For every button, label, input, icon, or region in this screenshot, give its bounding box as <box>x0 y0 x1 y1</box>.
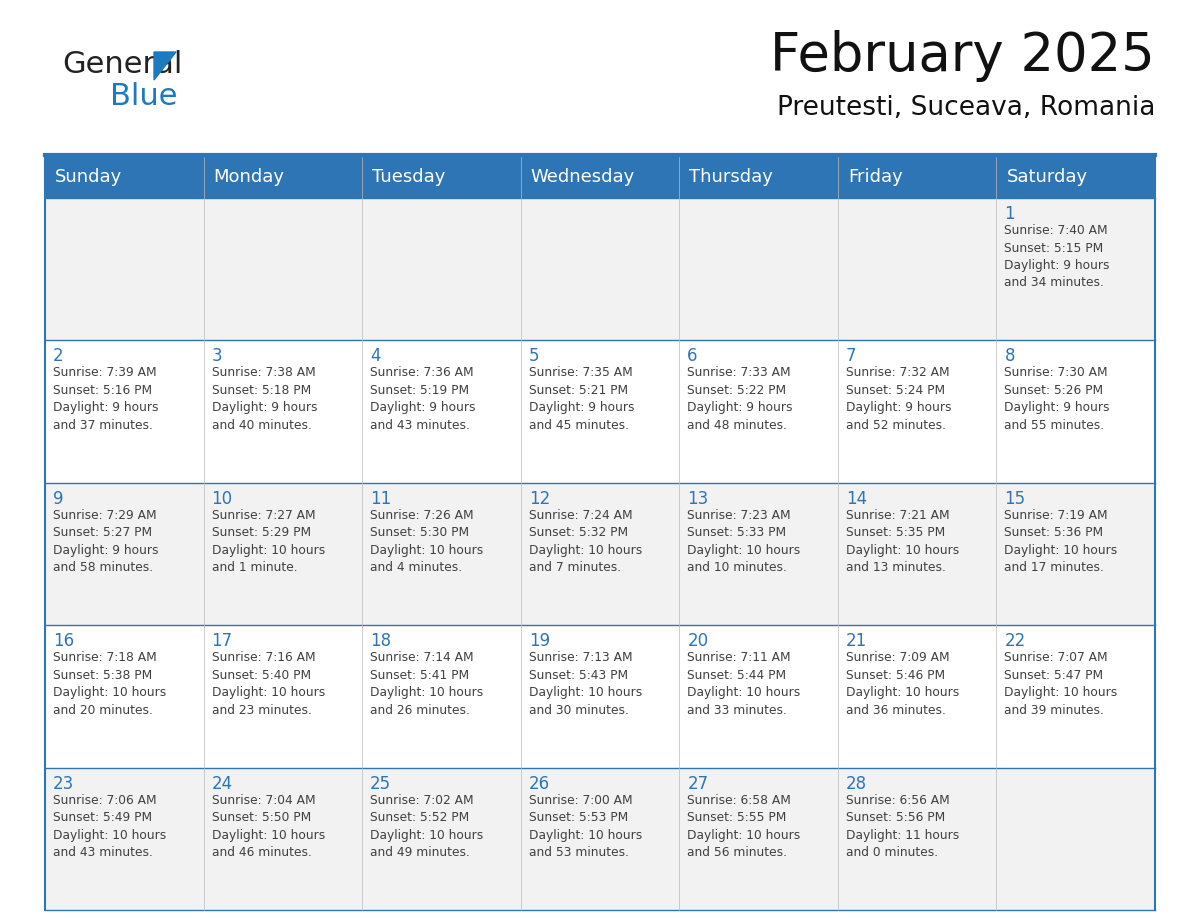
Text: Preutesti, Suceava, Romania: Preutesti, Suceava, Romania <box>777 95 1155 121</box>
Text: Sunrise: 7:18 AM
Sunset: 5:38 PM
Daylight: 10 hours
and 20 minutes.: Sunrise: 7:18 AM Sunset: 5:38 PM Dayligh… <box>53 651 166 717</box>
Bar <box>45 156 1155 198</box>
Text: Sunrise: 7:04 AM
Sunset: 5:50 PM
Daylight: 10 hours
and 46 minutes.: Sunrise: 7:04 AM Sunset: 5:50 PM Dayligh… <box>211 793 324 859</box>
Text: 13: 13 <box>688 490 708 508</box>
Text: 17: 17 <box>211 633 233 650</box>
Text: Sunrise: 7:21 AM
Sunset: 5:35 PM
Daylight: 10 hours
and 13 minutes.: Sunrise: 7:21 AM Sunset: 5:35 PM Dayligh… <box>846 509 959 575</box>
Text: 27: 27 <box>688 775 708 792</box>
Polygon shape <box>154 52 176 80</box>
Text: Sunrise: 7:29 AM
Sunset: 5:27 PM
Daylight: 9 hours
and 58 minutes.: Sunrise: 7:29 AM Sunset: 5:27 PM Dayligh… <box>53 509 158 575</box>
Text: Sunrise: 7:06 AM
Sunset: 5:49 PM
Daylight: 10 hours
and 43 minutes.: Sunrise: 7:06 AM Sunset: 5:49 PM Dayligh… <box>53 793 166 859</box>
Text: 18: 18 <box>371 633 391 650</box>
Text: 3: 3 <box>211 347 222 365</box>
Text: 22: 22 <box>1004 633 1025 650</box>
Text: Sunrise: 7:40 AM
Sunset: 5:15 PM
Daylight: 9 hours
and 34 minutes.: Sunrise: 7:40 AM Sunset: 5:15 PM Dayligh… <box>1004 224 1110 289</box>
Text: Sunrise: 7:32 AM
Sunset: 5:24 PM
Daylight: 9 hours
and 52 minutes.: Sunrise: 7:32 AM Sunset: 5:24 PM Dayligh… <box>846 366 952 431</box>
Bar <box>45 198 1155 341</box>
Text: 4: 4 <box>371 347 380 365</box>
Text: Saturday: Saturday <box>1006 168 1087 186</box>
Text: 14: 14 <box>846 490 867 508</box>
Text: 15: 15 <box>1004 490 1025 508</box>
Text: Sunrise: 7:00 AM
Sunset: 5:53 PM
Daylight: 10 hours
and 53 minutes.: Sunrise: 7:00 AM Sunset: 5:53 PM Dayligh… <box>529 793 642 859</box>
Text: 5: 5 <box>529 347 539 365</box>
Text: 2: 2 <box>53 347 64 365</box>
Text: Sunrise: 7:26 AM
Sunset: 5:30 PM
Daylight: 10 hours
and 4 minutes.: Sunrise: 7:26 AM Sunset: 5:30 PM Dayligh… <box>371 509 484 575</box>
Text: 16: 16 <box>53 633 74 650</box>
Text: Sunday: Sunday <box>55 168 122 186</box>
Text: Sunrise: 7:19 AM
Sunset: 5:36 PM
Daylight: 10 hours
and 17 minutes.: Sunrise: 7:19 AM Sunset: 5:36 PM Dayligh… <box>1004 509 1118 575</box>
Text: Sunrise: 7:07 AM
Sunset: 5:47 PM
Daylight: 10 hours
and 39 minutes.: Sunrise: 7:07 AM Sunset: 5:47 PM Dayligh… <box>1004 651 1118 717</box>
Text: General: General <box>62 50 183 79</box>
Text: 25: 25 <box>371 775 391 792</box>
Text: Sunrise: 6:56 AM
Sunset: 5:56 PM
Daylight: 11 hours
and 0 minutes.: Sunrise: 6:56 AM Sunset: 5:56 PM Dayligh… <box>846 793 959 859</box>
Text: 8: 8 <box>1004 347 1015 365</box>
Text: Sunrise: 7:36 AM
Sunset: 5:19 PM
Daylight: 9 hours
and 43 minutes.: Sunrise: 7:36 AM Sunset: 5:19 PM Dayligh… <box>371 366 475 431</box>
Text: 19: 19 <box>529 633 550 650</box>
Text: Sunrise: 7:33 AM
Sunset: 5:22 PM
Daylight: 9 hours
and 48 minutes.: Sunrise: 7:33 AM Sunset: 5:22 PM Dayligh… <box>688 366 792 431</box>
Text: Sunrise: 7:39 AM
Sunset: 5:16 PM
Daylight: 9 hours
and 37 minutes.: Sunrise: 7:39 AM Sunset: 5:16 PM Dayligh… <box>53 366 158 431</box>
Text: Sunrise: 7:24 AM
Sunset: 5:32 PM
Daylight: 10 hours
and 7 minutes.: Sunrise: 7:24 AM Sunset: 5:32 PM Dayligh… <box>529 509 642 575</box>
Text: Sunrise: 7:11 AM
Sunset: 5:44 PM
Daylight: 10 hours
and 33 minutes.: Sunrise: 7:11 AM Sunset: 5:44 PM Dayligh… <box>688 651 801 717</box>
Text: Sunrise: 7:30 AM
Sunset: 5:26 PM
Daylight: 9 hours
and 55 minutes.: Sunrise: 7:30 AM Sunset: 5:26 PM Dayligh… <box>1004 366 1110 431</box>
Text: 12: 12 <box>529 490 550 508</box>
Bar <box>45 767 1155 910</box>
Text: 23: 23 <box>53 775 74 792</box>
Bar <box>45 625 1155 767</box>
Text: Monday: Monday <box>214 168 285 186</box>
Text: Blue: Blue <box>110 82 177 111</box>
Text: Sunrise: 7:09 AM
Sunset: 5:46 PM
Daylight: 10 hours
and 36 minutes.: Sunrise: 7:09 AM Sunset: 5:46 PM Dayligh… <box>846 651 959 717</box>
Text: 6: 6 <box>688 347 697 365</box>
Text: Sunrise: 7:02 AM
Sunset: 5:52 PM
Daylight: 10 hours
and 49 minutes.: Sunrise: 7:02 AM Sunset: 5:52 PM Dayligh… <box>371 793 484 859</box>
Text: Friday: Friday <box>848 168 903 186</box>
Text: 10: 10 <box>211 490 233 508</box>
Text: Sunrise: 7:13 AM
Sunset: 5:43 PM
Daylight: 10 hours
and 30 minutes.: Sunrise: 7:13 AM Sunset: 5:43 PM Dayligh… <box>529 651 642 717</box>
Text: Tuesday: Tuesday <box>372 168 446 186</box>
Text: Sunrise: 7:38 AM
Sunset: 5:18 PM
Daylight: 9 hours
and 40 minutes.: Sunrise: 7:38 AM Sunset: 5:18 PM Dayligh… <box>211 366 317 431</box>
Bar <box>45 341 1155 483</box>
Text: 20: 20 <box>688 633 708 650</box>
Text: 9: 9 <box>53 490 63 508</box>
Text: Sunrise: 7:35 AM
Sunset: 5:21 PM
Daylight: 9 hours
and 45 minutes.: Sunrise: 7:35 AM Sunset: 5:21 PM Dayligh… <box>529 366 634 431</box>
Text: Sunrise: 6:58 AM
Sunset: 5:55 PM
Daylight: 10 hours
and 56 minutes.: Sunrise: 6:58 AM Sunset: 5:55 PM Dayligh… <box>688 793 801 859</box>
Text: 1: 1 <box>1004 205 1015 223</box>
Text: 28: 28 <box>846 775 867 792</box>
Text: 24: 24 <box>211 775 233 792</box>
Text: Sunrise: 7:14 AM
Sunset: 5:41 PM
Daylight: 10 hours
and 26 minutes.: Sunrise: 7:14 AM Sunset: 5:41 PM Dayligh… <box>371 651 484 717</box>
Text: February 2025: February 2025 <box>770 30 1155 82</box>
Text: Sunrise: 7:23 AM
Sunset: 5:33 PM
Daylight: 10 hours
and 10 minutes.: Sunrise: 7:23 AM Sunset: 5:33 PM Dayligh… <box>688 509 801 575</box>
Text: 21: 21 <box>846 633 867 650</box>
Text: Sunrise: 7:16 AM
Sunset: 5:40 PM
Daylight: 10 hours
and 23 minutes.: Sunrise: 7:16 AM Sunset: 5:40 PM Dayligh… <box>211 651 324 717</box>
Text: Wednesday: Wednesday <box>531 168 634 186</box>
Text: 26: 26 <box>529 775 550 792</box>
Text: 7: 7 <box>846 347 857 365</box>
Text: Sunrise: 7:27 AM
Sunset: 5:29 PM
Daylight: 10 hours
and 1 minute.: Sunrise: 7:27 AM Sunset: 5:29 PM Dayligh… <box>211 509 324 575</box>
Text: 11: 11 <box>371 490 391 508</box>
Text: Thursday: Thursday <box>689 168 773 186</box>
Bar <box>45 483 1155 625</box>
